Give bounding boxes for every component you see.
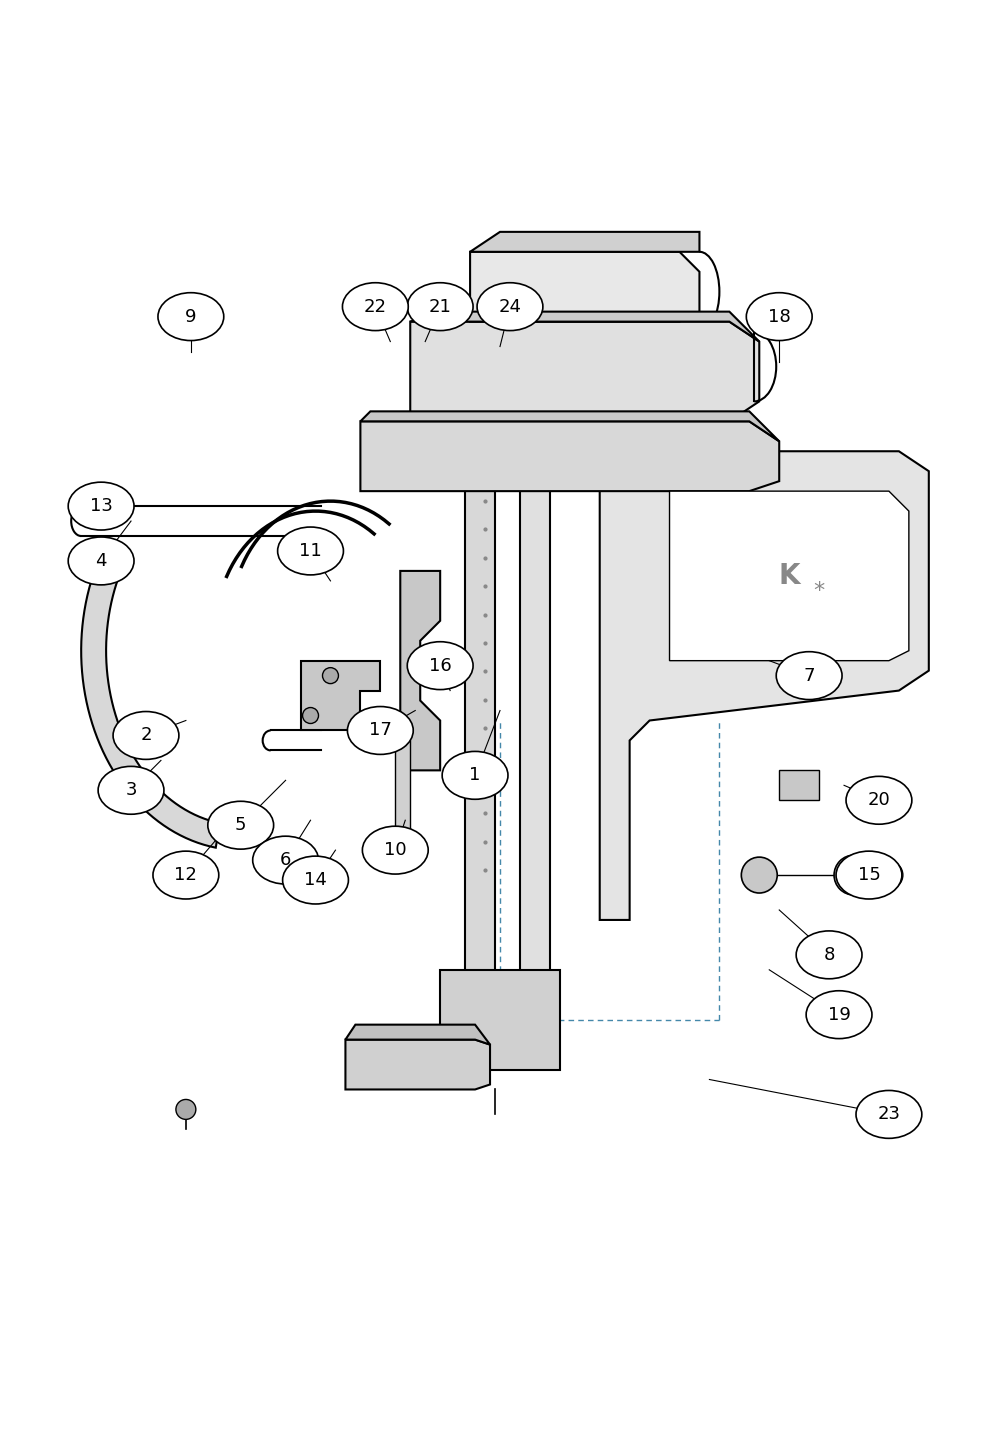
Polygon shape <box>440 970 560 1069</box>
Ellipse shape <box>113 712 179 759</box>
Polygon shape <box>400 571 440 771</box>
Ellipse shape <box>98 767 164 814</box>
Ellipse shape <box>158 293 224 340</box>
Ellipse shape <box>746 293 812 340</box>
Ellipse shape <box>836 852 902 899</box>
Text: 10: 10 <box>384 842 407 859</box>
Text: 18: 18 <box>768 307 791 326</box>
Circle shape <box>322 667 338 683</box>
Polygon shape <box>360 421 779 491</box>
Ellipse shape <box>856 1091 922 1138</box>
Ellipse shape <box>283 856 348 904</box>
Polygon shape <box>600 451 929 919</box>
Polygon shape <box>520 421 550 1020</box>
Circle shape <box>741 857 777 893</box>
Polygon shape <box>779 771 819 800</box>
Text: 19: 19 <box>828 1006 850 1023</box>
Polygon shape <box>470 232 699 252</box>
Text: *: * <box>813 581 825 601</box>
Circle shape <box>834 855 874 895</box>
Text: K: K <box>778 562 800 589</box>
Polygon shape <box>360 411 779 441</box>
Text: 4: 4 <box>95 552 107 571</box>
Circle shape <box>303 708 319 723</box>
Text: 24: 24 <box>498 298 521 316</box>
Ellipse shape <box>68 537 134 585</box>
Polygon shape <box>395 741 410 840</box>
Polygon shape <box>410 321 759 421</box>
Ellipse shape <box>68 483 134 530</box>
Ellipse shape <box>253 836 319 883</box>
Polygon shape <box>81 561 220 847</box>
Text: 8: 8 <box>823 945 835 964</box>
Ellipse shape <box>806 991 872 1039</box>
Ellipse shape <box>278 527 343 575</box>
Ellipse shape <box>407 641 473 690</box>
Text: 9: 9 <box>185 307 197 326</box>
Ellipse shape <box>347 706 413 755</box>
Text: 11: 11 <box>299 542 322 561</box>
Text: 12: 12 <box>174 866 197 885</box>
Polygon shape <box>345 1039 490 1089</box>
Text: 2: 2 <box>140 726 152 745</box>
Text: 21: 21 <box>429 298 452 316</box>
Text: 20: 20 <box>868 791 890 810</box>
Text: 7: 7 <box>803 667 815 684</box>
Polygon shape <box>345 1025 490 1045</box>
Text: 15: 15 <box>858 866 880 885</box>
Circle shape <box>176 1099 196 1120</box>
Text: 1: 1 <box>469 767 481 784</box>
Text: 23: 23 <box>877 1105 900 1124</box>
Text: 16: 16 <box>429 657 452 674</box>
Ellipse shape <box>342 282 408 330</box>
Polygon shape <box>465 421 495 1020</box>
Ellipse shape <box>477 282 543 330</box>
Polygon shape <box>670 491 909 660</box>
Text: 6: 6 <box>280 852 291 869</box>
Polygon shape <box>410 311 759 342</box>
Text: 22: 22 <box>364 298 387 316</box>
Ellipse shape <box>776 651 842 699</box>
Text: 3: 3 <box>125 781 137 800</box>
Polygon shape <box>301 660 380 731</box>
Circle shape <box>875 862 903 889</box>
Ellipse shape <box>208 801 274 849</box>
Text: 17: 17 <box>369 722 392 739</box>
Ellipse shape <box>846 777 912 824</box>
Text: 14: 14 <box>304 870 327 889</box>
Ellipse shape <box>407 282 473 330</box>
Text: 5: 5 <box>235 816 246 834</box>
Ellipse shape <box>153 852 219 899</box>
Polygon shape <box>470 252 699 321</box>
Ellipse shape <box>362 826 428 875</box>
Ellipse shape <box>796 931 862 978</box>
Ellipse shape <box>442 751 508 800</box>
Text: 13: 13 <box>90 497 113 514</box>
